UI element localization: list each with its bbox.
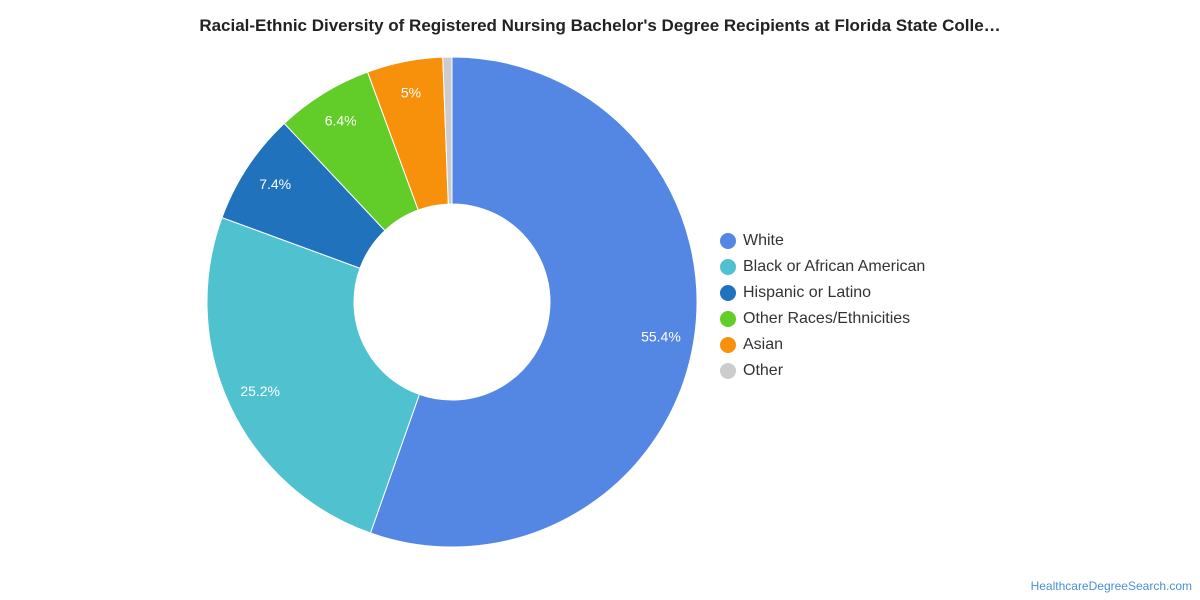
legend-label: White [743,232,784,249]
data-label-hispanic-or-latino: 7.4% [259,176,291,192]
legend-label: Other Races/Ethnicities [743,310,911,327]
legend-swatch-icon [720,337,736,353]
legend-label: Other [743,362,784,379]
legend-label: Asian [743,336,784,353]
legend-item-black-or-african-american[interactable]: Black or African American [720,254,925,280]
chart-title: Racial-Ethnic Diversity of Registered Nu… [199,16,1001,35]
legend-label: Black or African American [743,258,926,275]
data-label-black-or-african-american: 25.2% [240,383,280,399]
slice-black-or-african-american[interactable] [206,216,421,534]
legend-item-other[interactable]: Other [720,358,925,384]
legend-swatch-icon [720,311,736,327]
legend-swatch-icon [720,285,736,301]
data-label-other-races-ethnicities: 6.4% [325,112,357,128]
legend-item-other-races-ethnicities[interactable]: Other Races/Ethnicities [720,306,925,332]
source-link[interactable]: HealthcareDegreeSearch.com [1030,579,1192,593]
legend-item-white[interactable]: White [720,228,925,254]
data-label-white: 55.4% [641,328,681,344]
legend-swatch-icon [720,259,736,275]
legend-label: Hispanic or Latino [743,284,872,301]
legend-item-asian[interactable]: Asian [720,332,925,358]
slice-other[interactable] [442,56,453,205]
legend-swatch-icon [720,363,736,379]
legend-item-hispanic-or-latino[interactable]: Hispanic or Latino [720,280,925,306]
data-label-asian: 5% [401,85,421,101]
chart-legend: White Black or African American Hispanic o… [720,228,925,384]
legend-swatch-icon [720,233,736,249]
